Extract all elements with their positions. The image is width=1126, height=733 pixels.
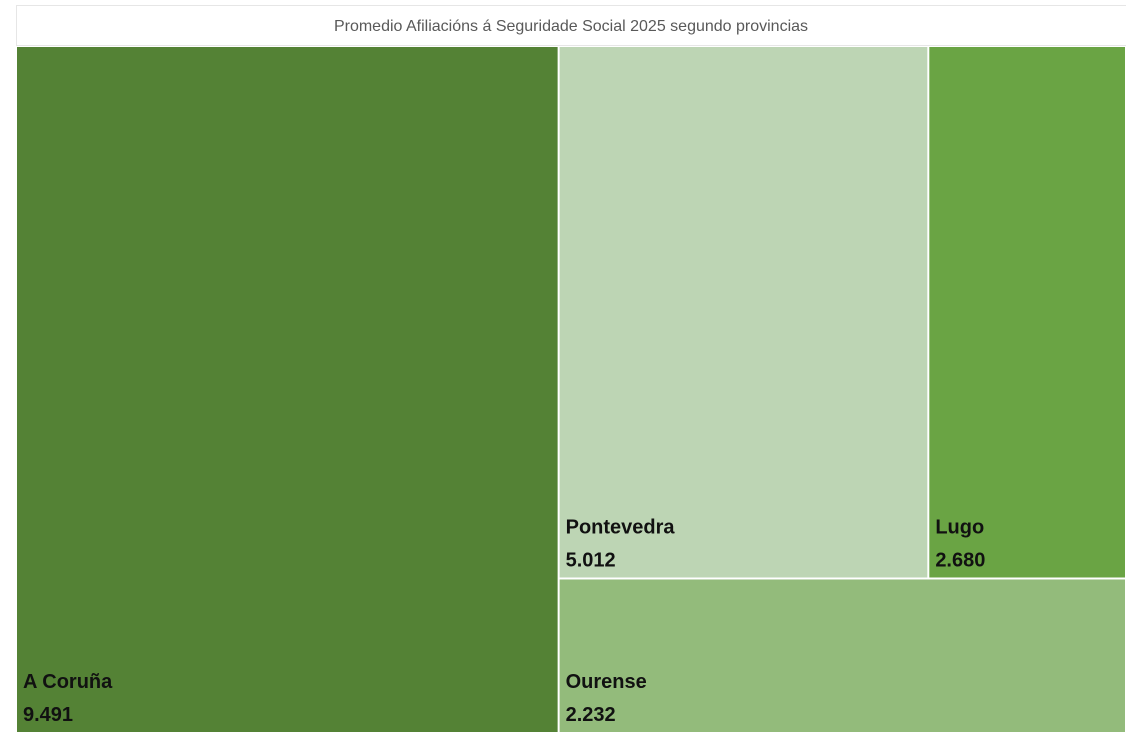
treemap-tile [559,47,928,578]
tile-label: Lugo [935,516,984,538]
treemap-tile [17,47,558,732]
title-frame [16,5,1126,46]
tile-label: Pontevedra [566,516,676,538]
tile-value: 5.012 [566,549,616,571]
chart-title: Promedio Afiliacións á Seguridade Social… [334,18,808,35]
tile-label: A Coruña [23,671,113,693]
treemap-tile [559,579,1125,732]
tile-label: Ourense [566,671,647,693]
treemap-tile [929,47,1125,578]
tile-value: 9.491 [23,704,73,726]
tile-value: 2.232 [566,704,616,726]
tile-value: 2.680 [935,549,985,571]
